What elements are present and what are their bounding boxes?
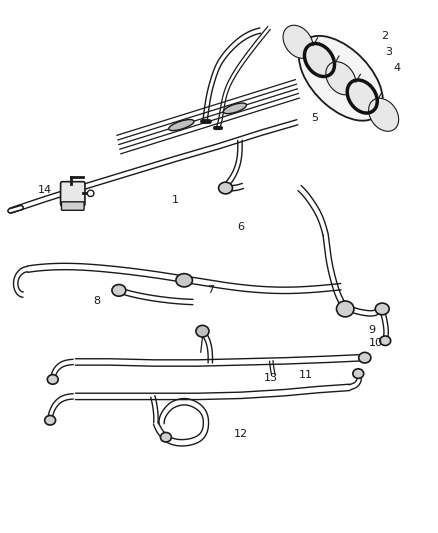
Text: 12: 12	[234, 429, 248, 439]
Ellipse shape	[353, 369, 364, 378]
Ellipse shape	[380, 336, 391, 345]
Ellipse shape	[347, 80, 377, 113]
Ellipse shape	[283, 25, 313, 58]
Ellipse shape	[336, 301, 354, 317]
Ellipse shape	[304, 44, 335, 77]
FancyBboxPatch shape	[60, 182, 85, 206]
Text: 5: 5	[311, 113, 318, 123]
Ellipse shape	[369, 98, 399, 131]
Text: 8: 8	[94, 296, 101, 306]
Ellipse shape	[176, 273, 192, 287]
Ellipse shape	[112, 285, 126, 296]
Text: 13: 13	[264, 373, 278, 383]
Ellipse shape	[169, 119, 194, 131]
Ellipse shape	[196, 325, 209, 337]
Ellipse shape	[299, 36, 383, 120]
Text: 11: 11	[299, 370, 313, 380]
Ellipse shape	[223, 103, 247, 114]
Ellipse shape	[375, 303, 389, 315]
Ellipse shape	[47, 375, 58, 384]
Text: 2: 2	[381, 31, 388, 41]
Text: 6: 6	[237, 222, 244, 232]
Ellipse shape	[160, 432, 171, 442]
Ellipse shape	[45, 416, 56, 425]
Text: 10: 10	[369, 338, 383, 349]
Text: 4: 4	[394, 63, 401, 72]
FancyBboxPatch shape	[61, 202, 84, 211]
Ellipse shape	[326, 62, 356, 95]
Text: 1: 1	[172, 195, 179, 205]
Ellipse shape	[219, 182, 233, 194]
Ellipse shape	[87, 190, 94, 197]
Text: 9: 9	[368, 325, 375, 335]
Ellipse shape	[359, 352, 371, 363]
Text: 3: 3	[385, 47, 392, 56]
Text: 7: 7	[207, 285, 214, 295]
Text: 14: 14	[38, 184, 52, 195]
